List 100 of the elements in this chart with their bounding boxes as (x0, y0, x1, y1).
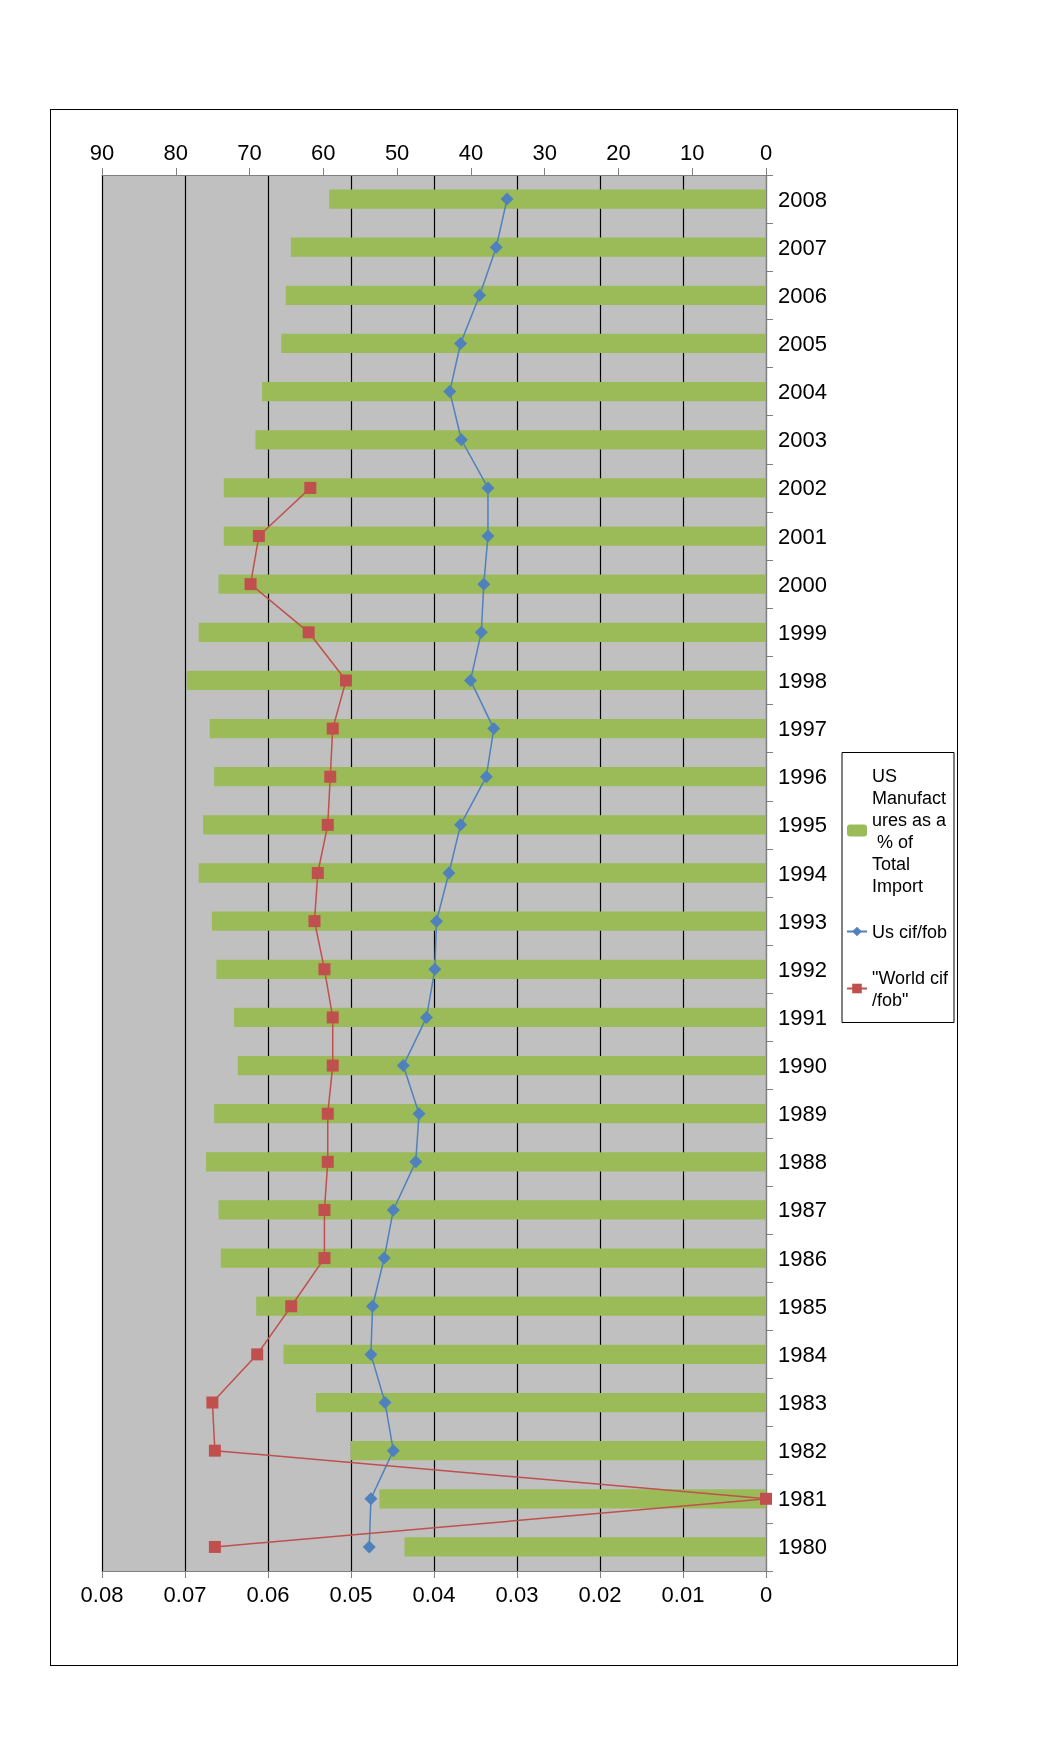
y-tick-label: 1991 (778, 1004, 827, 1030)
y-tick-label: 1992 (778, 956, 827, 982)
y-tick-label: 1982 (778, 1438, 827, 1464)
y-tick-label: 1999 (778, 619, 827, 645)
point (252, 530, 265, 543)
point (364, 1347, 378, 1361)
point (481, 481, 495, 495)
y-tick-label: 2000 (778, 571, 827, 597)
y-tick-label: 1995 (778, 812, 827, 838)
point (285, 1300, 298, 1313)
point (479, 770, 493, 784)
x2-tick-label: 70 (237, 139, 262, 165)
point (324, 770, 337, 783)
point (454, 433, 468, 447)
y-tick-label: 1990 (778, 1053, 827, 1079)
x-tick-label: 0.02 (578, 1581, 622, 1607)
point (311, 867, 324, 879)
point (473, 288, 487, 302)
point (412, 1107, 426, 1121)
y-tick-label: 1994 (778, 860, 827, 886)
y-tick-label: 1981 (778, 1486, 827, 1512)
point (386, 1203, 400, 1217)
point (481, 529, 495, 543)
x-tick-label: 0.04 (412, 1581, 456, 1607)
y-tick-label: 1996 (778, 764, 827, 790)
point (454, 818, 468, 832)
y-tick-label: 1997 (778, 716, 827, 742)
point (429, 914, 443, 928)
point (474, 625, 488, 639)
point (308, 915, 321, 928)
point (326, 1059, 339, 1072)
point (208, 1540, 221, 1553)
y-tick-label: 1980 (778, 1534, 827, 1560)
y-tick-label: 1988 (778, 1149, 827, 1175)
x2-tick-label: 0 (759, 139, 773, 165)
y-tick-label: 2005 (778, 330, 827, 356)
y-tick-label: 1989 (778, 1101, 827, 1127)
point (489, 240, 503, 254)
point (362, 1540, 376, 1554)
y-tick-label: 2008 (778, 186, 827, 212)
y-tick-label: 2003 (778, 427, 827, 453)
point (487, 722, 501, 736)
point (442, 866, 456, 880)
x-tick-label: 0 (759, 1581, 773, 1607)
y-tick-label: 1984 (778, 1341, 827, 1367)
x2-tick-label: 60 (311, 139, 336, 165)
point (477, 577, 491, 591)
point (326, 722, 339, 735)
x-tick-label: 0.07 (163, 1581, 207, 1607)
point (340, 674, 353, 687)
y-tick-label: 2002 (778, 475, 827, 501)
y-tick-label: 1993 (778, 908, 827, 934)
point (364, 1492, 378, 1506)
point (318, 1203, 331, 1216)
x2-tick-label: 80 (163, 139, 189, 165)
point (396, 1059, 410, 1073)
x-tick-label: 0.03 (495, 1581, 539, 1607)
point (443, 385, 457, 399)
point (321, 818, 334, 831)
point (454, 336, 468, 350)
x-tick-label: 0.01 (661, 1581, 705, 1607)
point (251, 1348, 264, 1361)
point (428, 962, 442, 976)
point (386, 1444, 400, 1458)
x2-tick-label: 50 (384, 139, 410, 165)
x2-tick-label: 30 (532, 139, 557, 165)
legend-label: US Manufactures as a % of Total Import (872, 765, 948, 896)
y-tick-label: 2007 (778, 234, 827, 260)
legend-label: Us cif/fob (872, 921, 948, 942)
point (760, 1492, 772, 1505)
x2-tick-label: 10 (679, 139, 705, 165)
legend-label: "World cif/fob" (872, 967, 950, 1010)
point (500, 192, 514, 206)
x2-tick-label: 20 (606, 139, 631, 165)
y-tick-label: 1987 (778, 1197, 827, 1223)
x-tick-label: 0.08 (80, 1581, 124, 1607)
point (318, 963, 331, 976)
y-tick-label: 1998 (778, 667, 827, 693)
point (321, 1155, 334, 1168)
y-tick-label: 1986 (778, 1245, 827, 1271)
point (302, 626, 315, 639)
point (208, 1444, 221, 1457)
point (318, 1252, 331, 1265)
point (377, 1251, 391, 1265)
point (206, 1396, 219, 1409)
point (304, 481, 317, 494)
x2-tick-label: 40 (458, 139, 484, 165)
point (244, 578, 257, 591)
y-tick-label: 2006 (778, 282, 827, 308)
point (321, 1107, 334, 1120)
point (409, 1155, 423, 1169)
point (378, 1396, 392, 1410)
point (464, 673, 478, 687)
y-tick-label: 2004 (778, 379, 827, 405)
point (326, 1011, 339, 1024)
x2-tick-label: 90 (89, 139, 115, 165)
point (420, 1010, 434, 1024)
point (366, 1299, 380, 1313)
x-tick-label: 0.06 (246, 1581, 290, 1607)
x-tick-label: 0.05 (329, 1581, 373, 1607)
